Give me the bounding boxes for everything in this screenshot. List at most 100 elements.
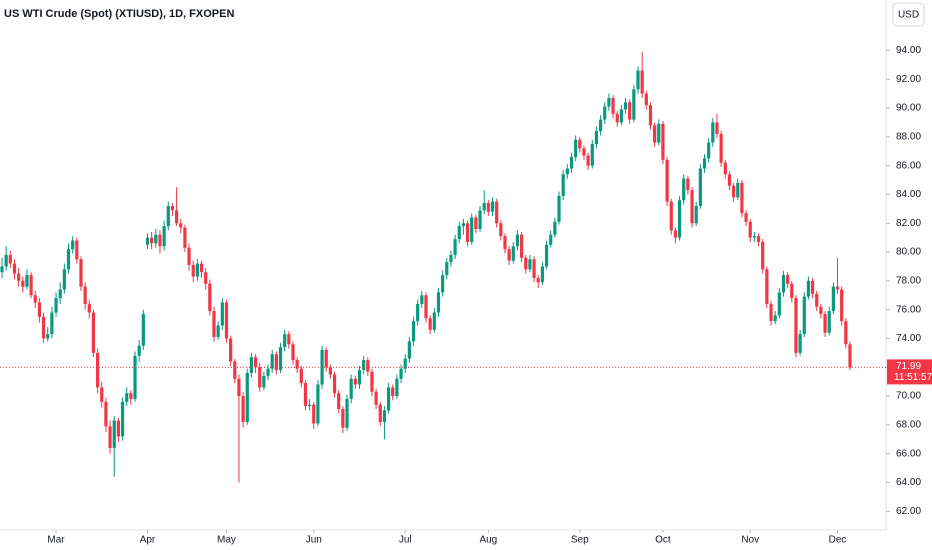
candle-body [495,201,499,224]
candle-body [511,246,515,261]
candle-body [21,280,25,287]
candle-body [382,410,387,422]
candle-body [482,203,486,211]
candle-body [328,367,332,375]
candle-body [299,368,303,384]
candle-body [815,293,819,307]
candle-body [391,387,395,397]
candle-body [411,321,416,342]
candle-body [79,259,83,287]
candle-body [71,240,75,250]
currency-label[interactable]: USD [898,10,919,21]
candle-body [528,259,532,270]
candle-body [740,182,744,214]
candle-body [499,223,503,237]
candle-body [324,349,328,368]
candle-body [727,174,732,186]
candle-body [258,367,262,388]
candle-body [615,113,619,123]
candle-body [732,185,736,198]
candle-body [607,97,611,107]
candle-body [507,249,511,261]
candle-body [474,217,478,229]
candle-body [62,269,66,290]
candle-body [303,383,308,407]
candle-body [756,236,761,242]
candle-body [287,334,291,345]
candle-body [557,195,561,222]
candle-body [844,321,848,345]
chart-title: US WTI Crude (Spot) (XTIUSD), 1D, FXOPEN [4,8,234,20]
candle-body [623,102,628,110]
y-tick-label: 82.00 [896,218,921,229]
candle-body [295,360,299,369]
candle-body [37,302,42,317]
candle-body [341,409,345,428]
candle-body [137,345,141,356]
candle-body [831,286,835,312]
candle-body [75,240,79,260]
y-tick-label: 76.00 [896,304,921,315]
x-tick-label: Nov [741,535,759,546]
candle-body [632,89,636,120]
y-tick-label: 70.00 [896,391,921,402]
candle-body [399,368,403,379]
candle-body [29,275,33,296]
candle-body [4,254,8,267]
candle-body [170,205,175,211]
candle-body [694,205,698,224]
candle-body [199,263,204,273]
candle-body [598,119,603,132]
candle-body [711,122,715,143]
y-tick-label: 88.00 [896,131,921,142]
candle-body [174,210,179,224]
candle-body [702,158,707,169]
candle-body [765,269,769,304]
candle-body [133,355,137,399]
plot [0,51,852,483]
candle-body [532,259,536,278]
candle-body [395,378,399,397]
candle-body [648,105,653,126]
candle-body [120,401,125,437]
candle-body [549,234,553,245]
candle-body [87,303,91,313]
candle-body [524,257,528,270]
candle-body [374,391,378,405]
candle-body [578,139,582,149]
y-tick-label: 80.00 [896,247,921,258]
candle-body [819,306,823,314]
candle-body [790,283,794,299]
candle-body [682,178,686,201]
candle-body [590,144,594,166]
candle-body [224,302,229,339]
candle-body [312,404,316,424]
candle-body [212,311,216,338]
y-tick-label: 68.00 [896,420,921,431]
candle-body [686,178,690,191]
candle-body [150,237,154,244]
candle-body [441,275,445,293]
candle-body [707,142,711,159]
candle-body [461,223,466,227]
candle-body [761,241,765,270]
candle-body [515,234,520,247]
candle-body [424,295,428,319]
candle-body [840,289,844,322]
currency-button[interactable] [892,2,925,27]
candle-body [249,357,254,374]
last-price-label: 71.99 [896,361,921,372]
candle-body [636,70,640,90]
candle-body [677,200,682,238]
candle-body [262,375,266,388]
candle-body [166,205,170,227]
x-tick-label: Jun [306,535,322,546]
candle-body [802,296,806,335]
candle-body [0,266,4,273]
candle-body [274,354,278,371]
candle-body [66,249,71,270]
candle-body [58,289,62,299]
candle-body [752,236,756,238]
